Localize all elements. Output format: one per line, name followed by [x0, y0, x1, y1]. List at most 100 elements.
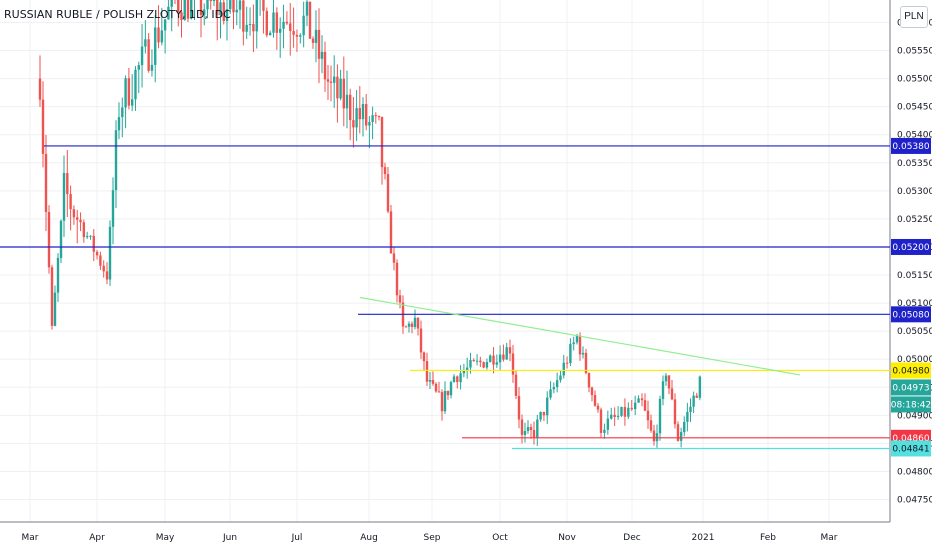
time-tick-label: May: [156, 533, 175, 543]
candle-body: [272, 12, 275, 33]
candle-body: [633, 402, 637, 410]
candle-body: [575, 335, 579, 343]
candle-body: [144, 39, 147, 47]
candle-body: [349, 94, 352, 121]
candle-body: [311, 38, 315, 43]
candle-body: [456, 376, 459, 383]
candle-body: [177, 0, 180, 13]
candle-body: [578, 335, 582, 355]
candle-body: [555, 380, 559, 388]
candle-body: [374, 115, 377, 117]
price-label-text: 0.05380: [892, 142, 929, 152]
candle-body: [498, 354, 502, 363]
candle-body: [649, 420, 653, 431]
candle-body: [569, 344, 572, 363]
candle-body: [140, 46, 144, 66]
candle-body: [111, 190, 115, 227]
candle-body: [670, 388, 674, 400]
candle-body: [475, 360, 479, 362]
candle-body: [79, 219, 82, 223]
candle-body: [163, 19, 167, 31]
candle-body: [587, 373, 591, 388]
candle-body: [85, 236, 89, 238]
price-label-text: 0.05080: [892, 310, 929, 320]
candle-body: [154, 27, 157, 65]
chart-title: RUSSIAN RUBLE / POLISH ZLOTY, 1D, IDC: [4, 8, 231, 21]
candle-body: [643, 400, 647, 411]
price-label-box: [891, 306, 931, 323]
candle-body: [41, 99, 45, 154]
currency-button[interactable]: PLN: [900, 6, 928, 28]
candle-body: [56, 257, 60, 293]
candle-body: [440, 392, 444, 412]
candle-body: [323, 51, 327, 80]
candle-body: [229, 0, 232, 10]
candle-body: [505, 347, 508, 360]
time-tick-label: Apr: [89, 533, 105, 543]
candle-body: [305, 1, 309, 16]
price-label-text: 0.04860: [892, 434, 929, 444]
candle-body: [511, 353, 515, 375]
candle-body: [209, 0, 212, 2]
candle-body: [134, 69, 137, 100]
price-tick-label: 0.04750: [897, 496, 932, 506]
price-label-box: [891, 440, 931, 457]
candle-body: [114, 130, 118, 191]
candle-body: [170, 0, 173, 7]
candle-body: [508, 347, 512, 354]
candle-body: [529, 427, 533, 431]
candle-body: [299, 35, 302, 37]
candle-body: [386, 174, 390, 212]
candle-body: [295, 34, 299, 37]
candle-body: [342, 78, 345, 109]
candle-body: [317, 29, 321, 59]
candle-body: [413, 317, 417, 327]
candle-body: [698, 376, 702, 398]
time-tick-label: 2021: [692, 533, 715, 543]
time-tick-label: Dec: [623, 533, 640, 543]
candle-body: [275, 12, 279, 33]
candle-body: [526, 427, 530, 432]
candle-body: [62, 173, 66, 221]
candle-body: [368, 121, 371, 126]
candle-body: [389, 211, 393, 254]
candle-body: [695, 395, 698, 398]
candle-body: [584, 352, 588, 374]
candle-body: [383, 167, 387, 175]
candle-body: [459, 373, 462, 383]
candle-body: [147, 39, 150, 71]
candle-body: [479, 360, 482, 363]
candle-body: [339, 78, 342, 99]
candle-body: [404, 326, 408, 328]
candle-body: [329, 81, 333, 83]
candle-body: [392, 253, 396, 263]
candle-body: [495, 362, 499, 365]
candle-body: [462, 370, 466, 374]
price-label-text: 0.05200: [892, 243, 929, 253]
candle-body: [443, 390, 447, 412]
candle-body: [186, 0, 190, 19]
candle-body: [44, 153, 48, 213]
candle-body: [603, 429, 606, 433]
candle-body: [102, 265, 105, 272]
candle-body: [482, 362, 485, 368]
candle-body: [130, 99, 134, 106]
candle-body: [117, 117, 121, 131]
candle-body: [289, 23, 292, 32]
candle-body: [53, 292, 57, 326]
candle-body: [596, 405, 600, 410]
candle-body: [613, 414, 616, 418]
candle-body: [590, 387, 594, 395]
candle-body: [664, 375, 668, 382]
candle-body: [252, 24, 255, 32]
candle-body: [358, 108, 361, 120]
price-tick-label: 0.05250: [897, 215, 932, 225]
candle-body: [627, 407, 630, 417]
candle-body: [661, 381, 665, 399]
candle-body: [127, 78, 131, 106]
price-tick-label: 0.05400: [897, 131, 932, 141]
candle-body: [268, 32, 272, 36]
time-tick-label: Mar: [22, 533, 39, 543]
time-tick-label: Jul: [291, 533, 303, 543]
